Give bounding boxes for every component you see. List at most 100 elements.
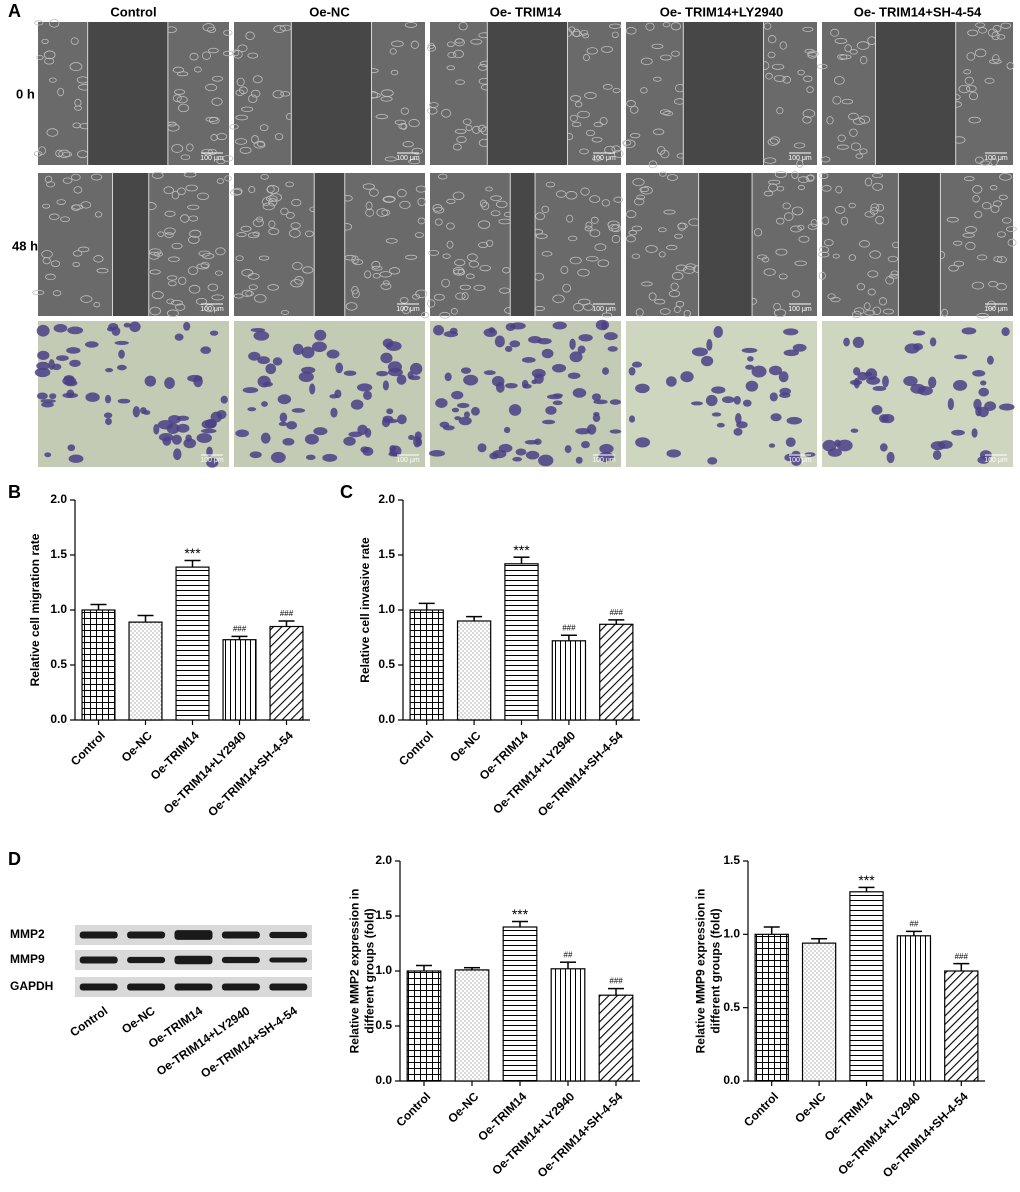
cell [433,207,445,214]
cell [654,298,666,305]
stained-cell [428,450,445,457]
cell [837,134,846,142]
x-tick-label: Oe-TRIM14+LY2940 [161,728,249,816]
cell [573,302,584,312]
stained-cell [572,388,587,398]
stained-cell [409,362,423,375]
cell [408,158,421,165]
cell [966,52,976,61]
cell [189,52,199,61]
stained-cell [107,326,114,332]
cell [376,208,388,217]
cell [582,33,590,39]
cell [205,83,218,92]
stained-cell [463,411,470,418]
stained-cell [706,339,713,351]
stained-cell [951,429,965,436]
cell [216,158,226,164]
cell [793,142,806,149]
wound-gap [291,22,372,165]
cell [70,37,79,45]
cell [290,279,303,288]
stained-cell [552,393,563,398]
cell [535,233,548,239]
cell [345,302,358,311]
cell [887,255,898,263]
cell [999,173,1012,181]
cell [803,75,813,82]
cell [196,263,210,270]
cell [216,132,228,141]
cell [775,248,788,256]
cell [974,48,987,58]
cell [478,220,491,229]
cell [844,44,852,53]
stained-cell [635,383,650,394]
cell [683,310,691,318]
stained-cell [521,379,529,389]
cell [849,128,858,137]
cell [201,51,212,60]
stained-cell [66,389,75,398]
stained-cell [494,335,505,348]
stained-cell [510,322,526,330]
stained-cell [139,407,147,414]
stained-cell [389,445,397,452]
cell [280,310,289,315]
cell [188,235,200,244]
cell [791,206,804,216]
cell [566,214,574,223]
cell [499,287,511,294]
cell [583,53,590,62]
y-tick-label: 1.0 [375,963,392,977]
y-tick-label: 1.5 [378,547,395,561]
cell [175,303,186,311]
stained-cell [451,390,464,400]
cell [453,49,464,59]
cell [974,210,983,219]
cell [197,192,209,201]
blot-band [221,931,260,939]
stained-cell [741,347,758,353]
stained-cell [343,436,356,446]
cell [991,31,1000,41]
stained-cell [376,370,389,377]
cell [946,217,959,223]
stained-cell [631,361,643,368]
cell [46,181,56,188]
x-tick-label: Oe-TRIM14+SH-4-54 [880,1089,971,1180]
stained-cell [260,432,271,444]
stained-cell [56,355,69,361]
cell [998,194,1008,200]
cell [235,255,244,262]
stained-cell [531,368,546,379]
cell [631,225,643,232]
cell [189,229,202,238]
cell [433,293,445,301]
stained-cell [37,350,50,360]
wound-gap [487,22,568,165]
cell [585,221,593,229]
bar [222,639,257,721]
cell [802,26,814,32]
cell [599,117,608,126]
cell [389,48,397,55]
y-tick-label: 0.0 [375,1073,392,1087]
cell [211,294,224,301]
cell [446,222,455,230]
wound-gap [683,22,764,165]
cell [417,217,426,225]
cell [72,262,81,268]
stained-cell [538,454,554,467]
cell [671,50,680,57]
cell [207,283,219,292]
cell [253,294,267,303]
cell [71,204,81,211]
stained-cell [910,383,926,394]
stained-cell [783,328,799,336]
stained-cell [279,412,288,423]
cell [280,207,289,216]
stained-cell [857,371,868,381]
cell [174,89,186,95]
cell [984,77,995,84]
